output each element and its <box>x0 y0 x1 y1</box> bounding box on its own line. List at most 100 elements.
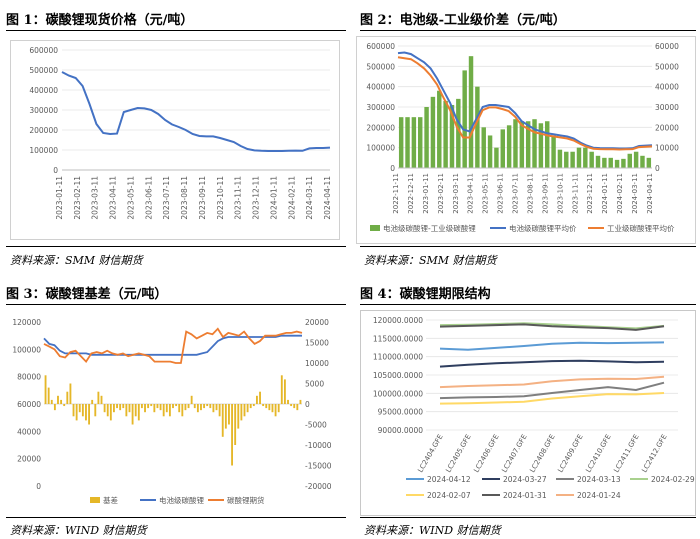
legend-label: 2024-01-31 <box>503 491 547 500</box>
y-tick-label: 200000 <box>29 126 58 135</box>
spread-bar <box>614 159 620 168</box>
basis-bar <box>196 404 199 413</box>
y-tick-label: 115000.0000 <box>373 334 423 343</box>
basis-bar <box>190 395 193 404</box>
spread-bar <box>570 151 575 168</box>
series-line <box>439 323 665 331</box>
basis-bar <box>175 404 178 407</box>
y2-tick-label: 0 <box>305 400 310 409</box>
y2-tick-label: -20000 <box>305 482 332 491</box>
chart-basis: 020000400006000080000100000120000-20000-… <box>12 318 332 505</box>
x-tick-label: 2024-01-11 <box>601 173 609 214</box>
series-line <box>439 392 665 405</box>
x-tick-label: 2023-04-11 <box>467 173 475 214</box>
basis-bar <box>113 404 115 413</box>
y2-tick-label: 20000 <box>305 318 329 327</box>
basis-bar <box>259 391 261 404</box>
figure-2-title: 图 2：电池级-工业级价差（元/吨） <box>360 13 566 28</box>
basis-bar <box>221 404 224 437</box>
series-line <box>439 359 665 368</box>
basis-bar <box>262 404 265 407</box>
basis-bar <box>50 399 53 404</box>
x-tick-label: 2023-11-11 <box>234 176 243 220</box>
basis-bar <box>47 387 50 404</box>
basis-bar <box>57 395 59 404</box>
basis-bar <box>156 404 159 409</box>
spread-bar <box>398 117 404 168</box>
basis-bar <box>181 404 184 417</box>
figure-1-top-rule <box>6 30 346 31</box>
y-tick-label: 600000 <box>29 46 58 55</box>
spread-bar <box>424 107 429 168</box>
basis-bar <box>231 404 233 466</box>
basis-bar <box>153 404 156 413</box>
basis-bar <box>215 404 218 411</box>
spread-bar <box>411 117 417 168</box>
y2-tick-label: 15000 <box>305 339 329 348</box>
y2-tick-label: 0 <box>655 164 660 173</box>
basis-bar <box>187 404 190 409</box>
spread-bar <box>494 147 499 168</box>
legend-label: 基差 <box>103 495 118 505</box>
chart-term-structure: 90000.0000 95000.0000 100000.0000 105000.00… <box>360 310 696 516</box>
figure-1-title: 图 1：碳酸锂现货价格（元/吨） <box>6 13 194 28</box>
x-tick-label: 2023-09-11 <box>541 173 549 214</box>
y-tick-label: 300000 <box>29 106 58 115</box>
x-tick-label: 2022-11-11 <box>392 173 400 214</box>
basis-bar <box>159 404 162 411</box>
legend-label: 2024-01-24 <box>577 491 621 500</box>
basis-bar <box>97 391 100 404</box>
y2-tick-label: 10000 <box>305 359 329 368</box>
y-tick-label: 60000 <box>17 400 41 409</box>
legend-label: 2024-02-29 <box>651 475 695 484</box>
basis-bar <box>252 404 255 407</box>
spread-bar <box>583 147 588 168</box>
basis-bar <box>78 404 81 413</box>
series-line <box>439 341 665 351</box>
basis-bar <box>283 379 286 404</box>
y2-tick-label: 5000 <box>305 380 324 389</box>
y-tick-label: 0 <box>53 166 58 175</box>
x-tick-label: 2023-02-11 <box>437 173 445 214</box>
basis-bar <box>212 404 215 413</box>
figure-4-title: 图 4：碳酸锂期限结构 <box>360 287 491 302</box>
basis-bar <box>168 404 171 417</box>
legend-label: 2024-04-12 <box>427 475 471 484</box>
basis-bar <box>63 404 66 407</box>
figure-3-title: 图 3：碳酸锂基差（元/吨） <box>6 287 168 302</box>
series-line <box>439 322 665 330</box>
basis-bar <box>165 404 168 413</box>
basis-bar <box>147 404 150 409</box>
x-tick-label: 2023-08-11 <box>180 176 189 220</box>
basis-bar <box>296 404 299 411</box>
y2-tick-label: 20000 <box>655 123 679 132</box>
figure-2-bottom-rule <box>360 246 696 247</box>
basis-bar <box>246 404 249 413</box>
basis-bar <box>237 404 240 429</box>
basis-bar <box>60 399 63 404</box>
basis-bar <box>290 404 293 407</box>
spread-bar <box>602 157 607 168</box>
basis-bar <box>243 404 246 417</box>
x-tick-label: 2023-12-11 <box>586 173 594 214</box>
spread-bar <box>532 119 537 168</box>
spread-bar <box>564 151 569 168</box>
x-tick-label: 2023-03-11 <box>452 173 460 214</box>
basis-bar <box>249 404 252 409</box>
x-tick-label: 2023-12-11 <box>252 176 261 220</box>
spread-bar <box>595 155 601 168</box>
figure-2-top-rule <box>360 30 696 31</box>
figure-3-top-rule <box>6 304 346 305</box>
y-tick-label: 110000.0000 <box>373 353 423 362</box>
y-tick-label: 200000 <box>366 123 395 132</box>
y-tick-label: 500000 <box>366 62 395 71</box>
spread-bar <box>525 121 531 168</box>
x-tick-label: 2023-09-11 <box>198 176 207 220</box>
basis-bar <box>206 404 209 407</box>
spot-price-line <box>61 71 331 152</box>
legend-label: 2024-03-27 <box>503 475 547 484</box>
spread-bar <box>633 151 639 168</box>
series-line <box>439 381 665 400</box>
x-tick-label: 2024-02-11 <box>616 173 624 214</box>
spread-bar <box>576 147 582 168</box>
